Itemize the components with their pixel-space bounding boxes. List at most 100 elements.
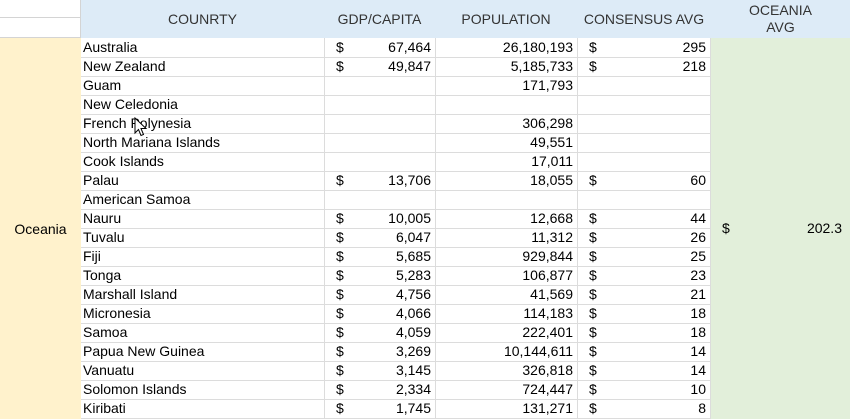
country-cell[interactable]: American Samoa: [83, 190, 323, 209]
table-row[interactable]: Papua New Guinea $3,269 10,144,611 $14: [81, 342, 711, 362]
population-cell[interactable]: 11,312: [435, 228, 577, 247]
country-cell[interactable]: Guam: [83, 76, 323, 95]
gdp-cell[interactable]: $2,334: [324, 380, 435, 399]
consensus-cell[interactable]: $44: [577, 209, 711, 228]
country-cell[interactable]: Australia: [83, 38, 323, 57]
consensus-cell[interactable]: [577, 76, 711, 95]
region-cell[interactable]: Oceania: [0, 38, 81, 419]
country-cell[interactable]: Vanuatu: [83, 361, 323, 380]
population-cell[interactable]: 131,271: [435, 399, 577, 418]
table-row[interactable]: Fiji $5,685 929,844 $25: [81, 247, 711, 267]
table-row[interactable]: Tonga $5,283 106,877 $23: [81, 266, 711, 286]
header-consensus[interactable]: CONSENSUS AVG: [577, 0, 711, 38]
consensus-cell[interactable]: $295: [577, 38, 711, 57]
table-row[interactable]: Guam 171,793: [81, 76, 711, 96]
gdp-cell[interactable]: $5,685: [324, 247, 435, 266]
gdp-cell[interactable]: $13,706: [324, 171, 435, 190]
population-cell[interactable]: 114,183: [435, 304, 577, 323]
table-row[interactable]: Vanuatu $3,145 326,818 $14: [81, 361, 711, 381]
table-row[interactable]: Tuvalu $6,047 11,312 $26: [81, 228, 711, 248]
gdp-cell[interactable]: $4,059: [324, 323, 435, 342]
header-oceania-avg[interactable]: OCEANIA AVG: [711, 0, 850, 38]
population-cell[interactable]: 171,793: [435, 76, 577, 95]
header-gdp[interactable]: GDP/CAPITA: [324, 0, 435, 38]
population-cell[interactable]: 929,844: [435, 247, 577, 266]
table-row[interactable]: Marshall Island $4,756 41,569 $21: [81, 285, 711, 305]
gdp-cell[interactable]: $6,047: [324, 228, 435, 247]
country-cell[interactable]: Cook Islands: [83, 152, 323, 171]
country-cell[interactable]: North Mariana Islands: [83, 133, 323, 152]
population-cell[interactable]: 12,668: [435, 209, 577, 228]
population-cell[interactable]: 106,877: [435, 266, 577, 285]
oceania-avg-cell[interactable]: $ 202.3: [711, 38, 850, 419]
consensus-cell[interactable]: $18: [577, 323, 711, 342]
gdp-cell[interactable]: [324, 95, 435, 114]
gdp-cell[interactable]: [324, 114, 435, 133]
country-cell[interactable]: Nauru: [83, 209, 323, 228]
consensus-cell[interactable]: $25: [577, 247, 711, 266]
gdp-cell[interactable]: $49,847: [324, 57, 435, 76]
consensus-cell[interactable]: $218: [577, 57, 711, 76]
gdp-cell[interactable]: $3,145: [324, 361, 435, 380]
country-cell[interactable]: Kiribati: [83, 399, 323, 418]
country-cell[interactable]: Papua New Guinea: [83, 342, 323, 361]
population-cell[interactable]: 5,185,733: [435, 57, 577, 76]
gdp-cell[interactable]: $67,464: [324, 38, 435, 57]
consensus-cell[interactable]: $21: [577, 285, 711, 304]
population-cell[interactable]: 222,401: [435, 323, 577, 342]
consensus-cell[interactable]: [577, 114, 711, 133]
gdp-cell[interactable]: [324, 190, 435, 209]
country-cell[interactable]: Palau: [83, 171, 323, 190]
gdp-cell[interactable]: $10,005: [324, 209, 435, 228]
gdp-cell[interactable]: $1,745: [324, 399, 435, 418]
gdp-cell[interactable]: $4,066: [324, 304, 435, 323]
population-cell[interactable]: 41,569: [435, 285, 577, 304]
table-row[interactable]: French Polynesia 306,298: [81, 114, 711, 134]
table-row[interactable]: New Celedonia: [81, 95, 711, 115]
table-row[interactable]: Cook Islands 17,011: [81, 152, 711, 172]
population-cell[interactable]: 18,055: [435, 171, 577, 190]
table-row[interactable]: Kiribati $1,745 131,271 $8: [81, 399, 711, 419]
consensus-cell[interactable]: [577, 152, 711, 171]
country-cell[interactable]: French Polynesia: [83, 114, 323, 133]
country-cell[interactable]: Tuvalu: [83, 228, 323, 247]
consensus-cell[interactable]: $60: [577, 171, 711, 190]
table-row[interactable]: Samoa $4,059 222,401 $18: [81, 323, 711, 343]
table-row[interactable]: New Zealand $49,847 5,185,733 $218: [81, 57, 711, 77]
table-row[interactable]: North Mariana Islands 49,551: [81, 133, 711, 153]
table-row[interactable]: Micronesia $4,066 114,183 $18: [81, 304, 711, 324]
consensus-cell[interactable]: $14: [577, 342, 711, 361]
table-row[interactable]: Australia $67,464 26,180,193 $295: [81, 38, 711, 58]
country-cell[interactable]: Tonga: [83, 266, 323, 285]
country-cell[interactable]: New Celedonia: [83, 95, 323, 114]
consensus-cell[interactable]: [577, 95, 711, 114]
gdp-cell[interactable]: [324, 152, 435, 171]
table-row[interactable]: American Samoa: [81, 190, 711, 210]
country-cell[interactable]: Marshall Island: [83, 285, 323, 304]
gdp-cell[interactable]: [324, 133, 435, 152]
population-cell[interactable]: 17,011: [435, 152, 577, 171]
consensus-cell[interactable]: [577, 190, 711, 209]
gdp-cell[interactable]: $3,269: [324, 342, 435, 361]
gdp-cell[interactable]: [324, 76, 435, 95]
consensus-cell[interactable]: [577, 133, 711, 152]
corner-cell[interactable]: [0, 0, 81, 38]
header-country[interactable]: COUNRTY: [81, 0, 324, 38]
consensus-cell[interactable]: $10: [577, 380, 711, 399]
consensus-cell[interactable]: $14: [577, 361, 711, 380]
population-cell[interactable]: [435, 190, 577, 209]
consensus-cell[interactable]: $26: [577, 228, 711, 247]
table-row[interactable]: Nauru $10,005 12,668 $44: [81, 209, 711, 229]
population-cell[interactable]: 10,144,611: [435, 342, 577, 361]
country-cell[interactable]: Solomon Islands: [83, 380, 323, 399]
population-cell[interactable]: 326,818: [435, 361, 577, 380]
table-row[interactable]: Palau $13,706 18,055 $60: [81, 171, 711, 191]
country-cell[interactable]: Micronesia: [83, 304, 323, 323]
consensus-cell[interactable]: $18: [577, 304, 711, 323]
gdp-cell[interactable]: $5,283: [324, 266, 435, 285]
population-cell[interactable]: 724,447: [435, 380, 577, 399]
consensus-cell[interactable]: $23: [577, 266, 711, 285]
population-cell[interactable]: 306,298: [435, 114, 577, 133]
header-population[interactable]: POPULATION: [435, 0, 577, 38]
consensus-cell[interactable]: $8: [577, 399, 711, 418]
